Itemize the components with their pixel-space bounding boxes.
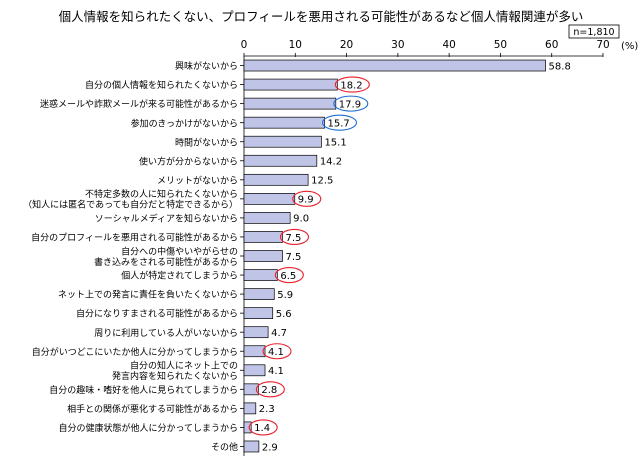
value-label: 2.3 — [259, 404, 275, 415]
value-label: 5.6 — [276, 309, 292, 320]
category-label: 自分の知人にネット上での — [130, 360, 238, 372]
category-label: 興味がないから — [175, 60, 238, 72]
bar — [243, 59, 546, 72]
highlight-circle — [262, 343, 292, 360]
highlight-circle — [321, 114, 358, 131]
value-label: 4.1 — [268, 366, 284, 377]
value-label: 12.5 — [311, 176, 333, 187]
category-label: 個人が特定されてしまうから — [121, 270, 238, 282]
value-label: 58.8 — [549, 61, 571, 72]
category-label: 自分になりすまされる可能性があるから — [76, 308, 238, 320]
plot-area: 興味がないから 58.8 自分の個人情報を知られたくないから 18.2 迷惑メールや詐欺… — [23, 56, 571, 456]
value-label: 17.9 — [339, 99, 361, 110]
bar — [243, 402, 257, 415]
category-label: ソーシャルメディアを知らないから — [95, 213, 238, 225]
x-tick-label: 40 — [442, 39, 455, 51]
bar — [243, 269, 278, 281]
bar — [243, 326, 269, 339]
highlight-circle — [334, 76, 370, 93]
category-label: 書き込みをされる可能性があるから — [94, 256, 238, 268]
category-label: 不特定多数の人に知られたくないから — [85, 188, 238, 200]
bar — [243, 250, 283, 262]
highlight-circle — [292, 190, 322, 207]
value-label: 2.9 — [262, 442, 278, 453]
bar — [243, 173, 309, 186]
category-label: 自分の個人情報を知られたくないから — [85, 79, 238, 91]
bar — [243, 193, 296, 205]
category-label: 参加のきっかけがないから — [131, 117, 238, 129]
highlight-circle — [248, 419, 278, 436]
value-label: 9.9 — [298, 195, 314, 206]
sample-size-box — [568, 24, 620, 39]
value-label: 4.1 — [268, 347, 284, 358]
sample-size-label: n=1,810 — [573, 27, 614, 38]
x-tick-label: 0 — [241, 39, 248, 51]
value-label: 7.5 — [285, 233, 301, 244]
x-tick-label: 10 — [289, 39, 302, 51]
bar — [243, 345, 266, 358]
category-label: 自分への中傷やいやがらせの — [121, 245, 238, 257]
highlight-circle — [274, 266, 304, 284]
value-label: 15.7 — [328, 118, 350, 129]
bar — [243, 78, 338, 91]
bar — [243, 116, 325, 129]
bar — [243, 440, 260, 453]
bar — [243, 383, 259, 396]
highlight-circle — [333, 95, 369, 112]
value-label: 1.4 — [254, 423, 270, 434]
category-label: その他 — [211, 441, 238, 453]
bar — [243, 154, 318, 167]
category-label: 周りに利用している人がいないから — [94, 327, 238, 339]
bar — [243, 135, 322, 148]
value-label: 15.1 — [324, 138, 346, 149]
value-label: 7.5 — [285, 252, 301, 263]
highlight-circle — [279, 228, 310, 246]
category-label: 自分がいつどこにいたか他人に分かってしまうから — [32, 346, 238, 358]
category-label: 自分の健康状態が他人に分かってしまうから — [58, 422, 238, 434]
chart-title: 個人情報を知られたくない、プロフィールを悪用される可能性があるなど個人情報関連が… — [59, 9, 584, 24]
bar — [243, 212, 291, 224]
value-label: 14.2 — [320, 157, 342, 168]
value-label: 9.0 — [293, 214, 309, 225]
value-label: 2.8 — [261, 385, 277, 396]
unit-label: (%) — [621, 41, 638, 52]
bar — [243, 307, 274, 319]
category-label: 発言内容を知られたくないから — [112, 370, 238, 382]
category-label: ネット上での発言に責任を負いたくないから — [58, 289, 238, 301]
bar — [243, 288, 275, 300]
category-label: 自分のプロフィールを悪用される可能性があるから — [31, 232, 238, 244]
x-tick-label: 20 — [340, 39, 353, 51]
category-label: 相手との関係が悪化する可能性があるから — [67, 403, 238, 415]
x-tick-label: 60 — [545, 39, 558, 51]
x-tick-label: 50 — [494, 39, 507, 51]
category-label: 時間がないから — [175, 136, 238, 148]
x-tick-label: 30 — [391, 39, 404, 51]
category-label: 使い方が分からないから — [139, 155, 238, 167]
category-label: 自分の趣味・嗜好を他人に見られてしまうから — [49, 384, 238, 396]
category-label: メリットがないから — [157, 174, 238, 186]
x-axis: 0 10 20 30 40 50 60 70 — [241, 39, 610, 57]
category-label: （知人には匿名であっても自分だと特定できるから） — [23, 199, 238, 211]
bar — [243, 97, 337, 110]
bar — [243, 231, 283, 243]
value-label: 18.2 — [340, 80, 362, 91]
value-label: 4.7 — [271, 328, 287, 339]
bar — [243, 364, 266, 377]
x-tick-label: 70 — [596, 39, 609, 51]
bar — [243, 421, 252, 434]
value-label: 6.5 — [280, 271, 296, 282]
value-label: 5.9 — [277, 290, 293, 301]
category-label: 迷惑メールや詐欺メールが来る可能性があるから — [40, 98, 238, 110]
highlight-circle — [255, 381, 285, 398]
